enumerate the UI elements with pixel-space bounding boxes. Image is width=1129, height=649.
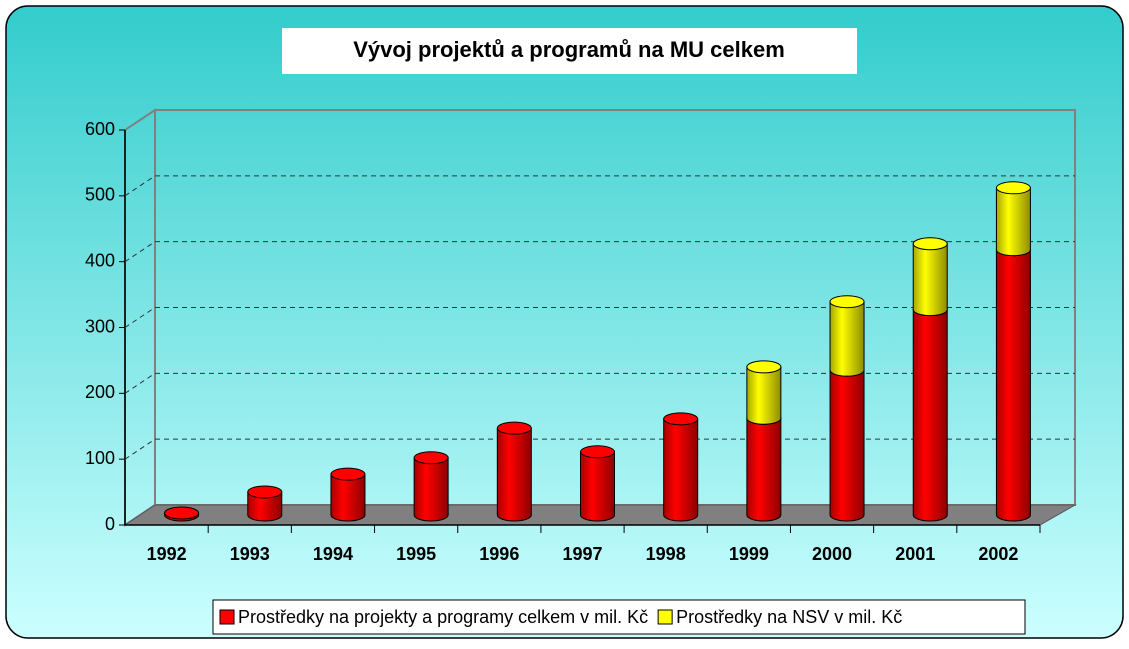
x-tick-label: 2001 [895,544,935,564]
x-tick-label: 1993 [230,544,270,564]
y-tick-label: 0 [105,514,115,534]
x-tick-label: 1998 [646,544,686,564]
x-tick-label: 1996 [479,544,519,564]
title-box [282,28,857,74]
legend-label: Prostředky na projekty a programy celkem… [238,607,648,627]
chart-title: Vývoj projektů a programů na MU celkem [353,37,785,62]
grid-line [124,438,156,460]
cylinder-shade [830,370,865,521]
cylinder-shade [746,366,781,425]
y-tick-label: 600 [85,119,115,139]
cylinder-shade [330,474,365,521]
cylinder-top [746,360,782,374]
bar-segment [995,243,1031,522]
legend-label: Prostředky na NSV v mil. Kč [676,607,902,627]
cylinder-top [413,451,449,465]
bar-segment [995,181,1031,257]
legend-swatch [219,609,235,625]
cylinder-shade [663,418,698,521]
cylinder-top [247,485,283,499]
bar-segment [247,485,283,522]
bar-segment [746,360,782,425]
cylinder-top [496,421,532,435]
cylinder-shade [830,301,865,377]
bar-segment [912,237,948,317]
y-tick-label: 300 [85,316,115,336]
bar-segment [663,412,699,522]
bar-segment [829,295,865,377]
cylinder-top [995,181,1031,195]
bar-segment [746,411,782,522]
bar-segment [496,421,532,522]
cylinder-top [330,467,366,481]
grid-line [124,175,156,197]
cylinder-shade [996,187,1031,256]
cylinder-top [164,506,200,520]
x-tick-label: 2002 [978,544,1018,564]
cylinder-top [663,412,699,426]
x-tick-label: 1995 [396,544,436,564]
bar-segment [912,303,948,522]
bar-segment [829,363,865,522]
x-tick-label: 1994 [313,544,353,564]
x-tick-label: 1992 [147,544,187,564]
bar-segment [413,451,449,522]
grid-line [124,241,156,263]
bar-segment [580,445,615,522]
cylinder-shade [497,428,532,521]
cylinder-shade [913,243,948,316]
y-tick-label: 200 [85,382,115,402]
grid-line [124,372,156,394]
cylinder-shade [580,451,615,521]
cylinder-shade [247,491,282,521]
x-tick-label: 1999 [729,544,769,564]
x-tick-label: 1997 [562,544,602,564]
cylinder-shade [913,309,948,521]
bar-segment [164,506,200,522]
y-tick-label: 400 [85,250,115,270]
cylinder-shade [996,249,1031,521]
cylinder-shade [746,418,781,521]
y-tick-label: 100 [85,448,115,468]
grid-line [124,307,156,328]
cylinder-top [580,445,615,459]
y-tick-label: 500 [85,185,115,205]
legend-swatch [657,609,673,625]
cylinder-top [912,237,948,251]
x-tick-label: 2000 [812,544,852,564]
cylinder-top [829,295,865,309]
legend [212,599,1026,635]
bar-segment [330,467,366,522]
cylinder-shade [414,457,449,521]
